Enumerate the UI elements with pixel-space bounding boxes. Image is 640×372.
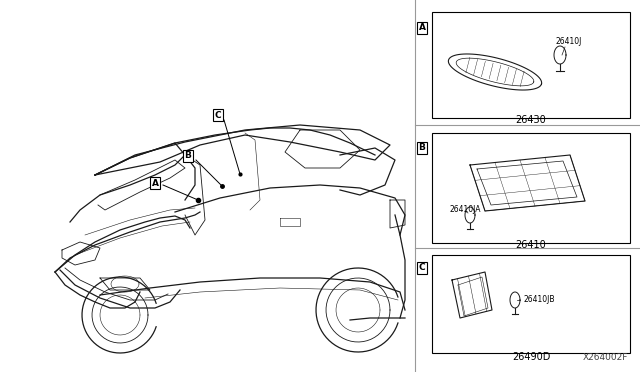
Text: X264002F: X264002F — [582, 353, 628, 362]
Text: 26430: 26430 — [516, 115, 547, 125]
Text: B: B — [184, 151, 191, 160]
Text: A: A — [419, 23, 426, 32]
Bar — [432, 255, 630, 353]
Text: A: A — [152, 179, 159, 187]
Bar — [432, 133, 630, 243]
Text: C: C — [419, 263, 426, 273]
Text: 26490D: 26490D — [512, 352, 550, 362]
Text: C: C — [214, 110, 221, 119]
Text: 26410J: 26410J — [555, 38, 581, 46]
Text: B: B — [419, 144, 426, 153]
Text: 26410: 26410 — [516, 240, 547, 250]
Text: 26410JA: 26410JA — [450, 205, 481, 215]
Bar — [432, 12, 630, 118]
Text: 26410JB: 26410JB — [523, 295, 554, 305]
